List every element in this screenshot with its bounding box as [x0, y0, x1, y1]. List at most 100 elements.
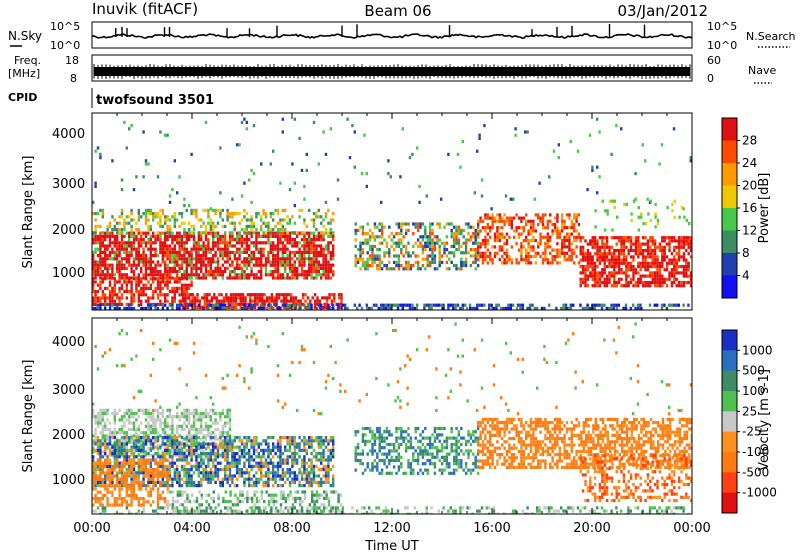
range-cell	[99, 247, 102, 251]
range-cell	[173, 215, 176, 219]
range-cell	[546, 258, 549, 262]
range-cell	[188, 434, 191, 438]
range-cell	[197, 260, 200, 264]
range-cell	[185, 480, 188, 484]
range-cell	[202, 231, 205, 235]
range-cell	[221, 450, 224, 454]
range-cell	[634, 239, 638, 243]
range-cell	[396, 303, 400, 307]
range-cell	[376, 248, 379, 252]
range-cell	[168, 424, 172, 428]
range-cell	[245, 257, 248, 261]
range-cell	[233, 257, 236, 261]
range-cell	[303, 250, 306, 254]
range-cell	[565, 258, 569, 262]
range-cell	[152, 254, 155, 258]
range-cell	[125, 458, 128, 462]
range-cell	[613, 199, 616, 203]
range-cell	[209, 452, 212, 456]
range-cell	[264, 215, 268, 219]
range-cell	[132, 468, 136, 472]
range-cell	[588, 133, 592, 137]
range-cell	[125, 280, 128, 284]
range-cell	[156, 221, 160, 225]
range-cell	[188, 260, 191, 264]
range-cell	[496, 229, 499, 233]
range-cell	[189, 299, 192, 303]
range-cell	[156, 480, 160, 484]
range-cell	[238, 241, 241, 245]
range-cell	[371, 232, 374, 236]
range-cell	[305, 152, 308, 156]
range-cell	[373, 257, 377, 261]
range-cell	[573, 251, 576, 255]
range-cell	[476, 254, 480, 258]
range-cell	[649, 255, 652, 259]
range-cell	[364, 238, 367, 242]
range-cell	[332, 238, 335, 242]
range-cell	[653, 255, 657, 259]
range-cell	[144, 231, 148, 235]
range-cell	[245, 273, 248, 277]
range-cell	[310, 250, 313, 254]
range-cell	[264, 270, 268, 274]
range-cell	[356, 257, 360, 261]
range-cell	[197, 257, 200, 261]
range-cell	[190, 442, 193, 446]
range-cell	[510, 226, 513, 230]
range-cell	[329, 241, 332, 245]
range-cell	[262, 247, 265, 251]
range-cell	[197, 474, 200, 478]
range-cell	[312, 257, 316, 261]
range-cell	[137, 436, 140, 440]
range-cell	[104, 299, 107, 303]
range-cell	[377, 306, 380, 310]
range-cell	[491, 245, 494, 249]
range-cell	[94, 149, 97, 153]
range-cell	[622, 261, 626, 265]
range-cell	[207, 241, 210, 245]
range-cell	[228, 424, 232, 428]
range-cell	[455, 228, 458, 232]
range-cell	[92, 439, 95, 443]
range-cell	[104, 234, 107, 238]
range-cell	[128, 306, 131, 310]
range-cell	[248, 244, 251, 248]
range-cell	[593, 274, 597, 278]
range-cell	[152, 218, 155, 222]
range-cell	[359, 248, 362, 252]
range-cell	[200, 418, 203, 422]
range-cell	[137, 468, 140, 472]
range-cell	[392, 303, 395, 307]
range-cell	[685, 261, 688, 265]
range-cell	[565, 226, 569, 230]
range-cell	[445, 222, 449, 226]
range-cell	[462, 251, 465, 255]
range-cell	[279, 247, 282, 251]
range-cell	[159, 263, 162, 267]
range-cell	[195, 445, 198, 449]
range-cell	[118, 439, 121, 443]
range-cell	[589, 271, 592, 275]
range-cell	[252, 303, 256, 307]
range-cell	[240, 250, 244, 254]
range-cell	[234, 293, 238, 297]
range-cell	[212, 254, 215, 258]
range-cell	[120, 474, 124, 478]
range-cell	[310, 276, 313, 280]
range-cell	[309, 299, 312, 303]
range-cell	[303, 184, 306, 188]
range-cell	[308, 273, 311, 277]
range-cell	[132, 411, 136, 416]
range-cell	[219, 212, 222, 216]
range-cell	[216, 306, 220, 310]
range-cell	[202, 434, 205, 438]
range-cell	[221, 306, 224, 310]
range-cell	[108, 254, 112, 258]
range-cell	[428, 235, 432, 239]
range-cell	[388, 225, 391, 229]
range-cell	[200, 452, 203, 456]
range-cell	[135, 471, 138, 475]
range-cell	[118, 299, 121, 303]
range-cell	[173, 221, 176, 225]
